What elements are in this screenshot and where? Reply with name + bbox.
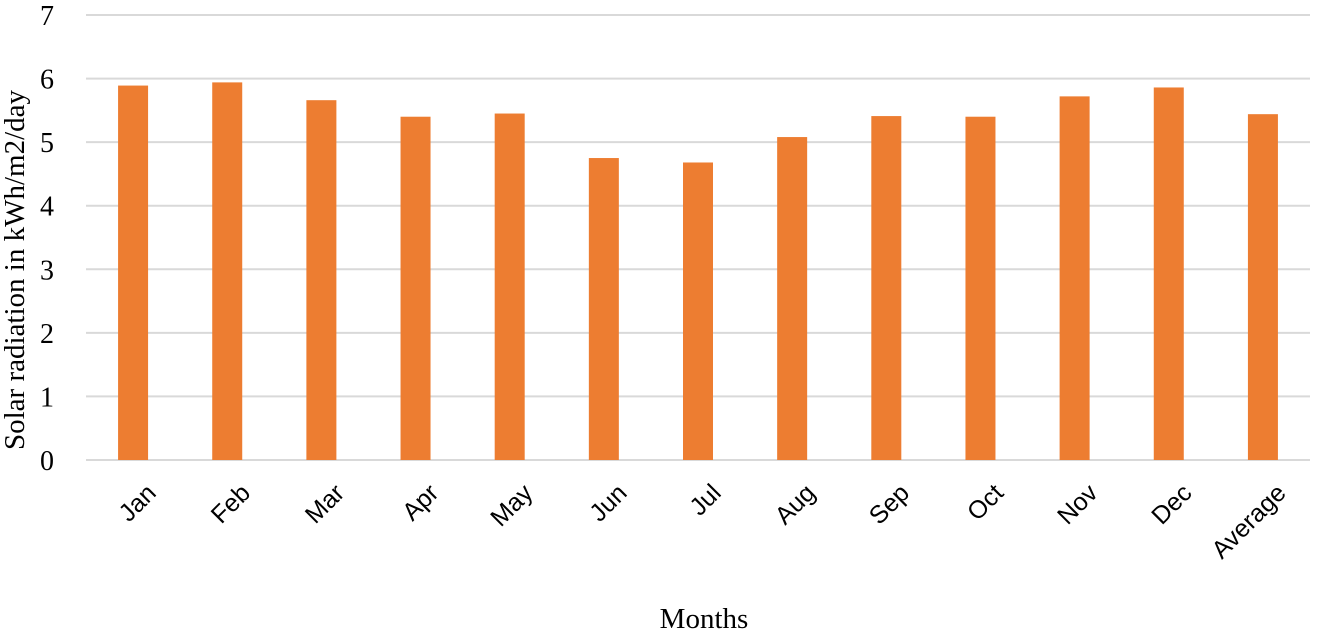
y-tick-label: 1 (40, 382, 54, 413)
x-tick-label: Sep (864, 479, 915, 530)
x-axis-title: Months (660, 603, 749, 634)
y-tick-label: 2 (40, 319, 54, 350)
x-tick-label: Apr (397, 479, 444, 526)
bar-average (1247, 114, 1278, 461)
bar-jul (683, 162, 713, 460)
y-tick-label: 7 (40, 1, 54, 32)
bar-may (494, 113, 525, 461)
y-tick-label: 6 (40, 65, 54, 96)
bars (118, 82, 1278, 461)
x-tick-label: Nov (1052, 479, 1104, 531)
x-tick-label: Jun (584, 479, 632, 527)
x-tick-label: Jan (113, 479, 161, 527)
bar-dec (1153, 87, 1184, 460)
bar-jan (118, 85, 149, 461)
x-tick-label: Feb (206, 479, 256, 529)
x-tick-label: Dec (1146, 479, 1197, 530)
x-tick-label: May (485, 479, 539, 533)
y-tick-label: 5 (40, 128, 54, 159)
bar-jun (588, 158, 619, 461)
x-tick-label: Jul (684, 479, 726, 521)
x-tick-label: Mar (300, 479, 350, 529)
y-tick-label: 0 (40, 446, 54, 477)
x-tick-label: Average (1206, 479, 1291, 564)
y-tick-label: 3 (40, 255, 54, 286)
bar-sep (871, 116, 902, 460)
x-axis-ticks: Jan Feb Mar Apr May Jun Jul Aug Sep Oct Nov Dec Aver… (113, 479, 1291, 565)
y-axis-title: Solar radiation in kWh/m2/day (0, 90, 31, 451)
x-tick-label: Aug (770, 479, 821, 530)
bar-apr (400, 116, 431, 460)
bar-feb (212, 82, 243, 460)
y-tick-label: 4 (40, 192, 54, 223)
bar-aug (777, 137, 808, 461)
y-axis-ticks: 0 1 2 3 4 5 6 7 (40, 1, 54, 477)
bar-mar (306, 100, 337, 460)
bar-nov (1059, 96, 1090, 460)
x-tick-label: Oct (962, 479, 1009, 526)
bar-oct (965, 116, 996, 460)
